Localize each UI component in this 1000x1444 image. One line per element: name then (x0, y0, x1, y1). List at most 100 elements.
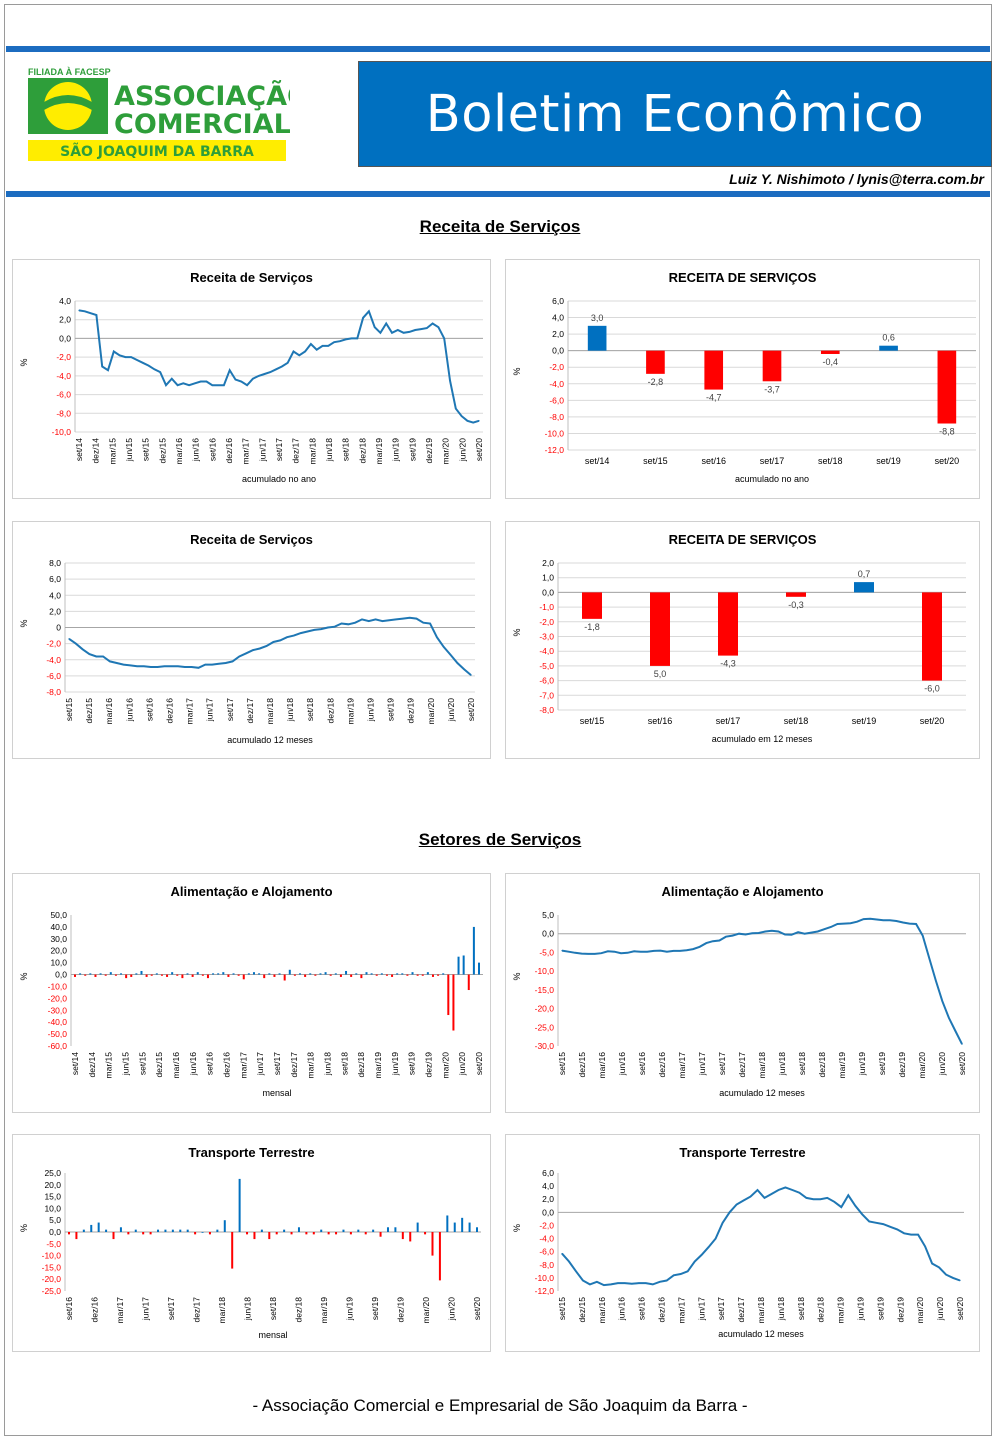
y-tick-label: -60,0 (48, 1041, 68, 1051)
data-point (961, 1043, 963, 1045)
y-tick-label: 4,0 (552, 313, 564, 323)
chart-svg: Receita de Serviços 8,0 6,0 4,0 2,0 0 -2,0 -4,0… (19, 532, 476, 745)
bar (114, 974, 117, 976)
y-tick-label: -30,0 (48, 1005, 68, 1015)
data-label: -2,8 (648, 377, 664, 387)
bar (145, 974, 148, 977)
x-tick-label: set/19 (852, 716, 877, 726)
data-point (771, 930, 773, 932)
x-tick-label: set/18 (818, 456, 843, 466)
data-label: -3,7 (764, 384, 780, 394)
data-point (320, 628, 322, 630)
x-tick-label: dez/17 (245, 698, 255, 724)
data-point (626, 952, 629, 954)
data-point (184, 666, 186, 668)
y-tick-label: 15,0 (44, 1192, 61, 1202)
bar (125, 974, 128, 979)
data-point (600, 952, 602, 954)
data-point (89, 312, 92, 314)
x-tick-label: set/20 (955, 1297, 965, 1320)
x-tick-label: mar/18 (306, 1052, 316, 1079)
y-tick-label: -4,0 (549, 379, 564, 389)
data-point (830, 926, 832, 928)
bar (582, 592, 602, 619)
x-tick-label: jun/15 (124, 438, 134, 462)
x-tick-label: jun/16 (124, 698, 134, 722)
data-point (847, 1194, 849, 1196)
bar (718, 592, 738, 656)
data-point (705, 942, 707, 944)
y-tick-label: -20,0 (48, 993, 68, 1003)
x-tick-label: mar/19 (373, 1052, 383, 1079)
x-tick-label: jun/17 (697, 1052, 707, 1076)
data-point (849, 922, 852, 924)
bar (119, 1227, 122, 1232)
bar (394, 1227, 397, 1232)
x-tick-label: dez/17 (291, 438, 301, 464)
data-point (728, 1211, 731, 1213)
data-point (804, 933, 806, 935)
data-point (764, 930, 766, 933)
x-tick-label: mar/17 (241, 438, 251, 465)
x-tick-label: set/19 (877, 1052, 887, 1075)
x-tick-label: set/19 (407, 438, 417, 461)
data-point (791, 1189, 794, 1191)
y-tick-label: -10,0 (535, 966, 555, 976)
y-tick-label: 2,0 (59, 315, 71, 325)
x-tick-label: set/18 (339, 1052, 349, 1075)
data-point (659, 1281, 661, 1283)
x-tick-label: jun/19 (857, 1052, 867, 1076)
logo-line2: COMERCIAL (114, 109, 290, 140)
bar (424, 1232, 427, 1235)
bar (457, 956, 460, 975)
data-label: -4,7 (706, 393, 722, 403)
y-tick-label: -8,0 (46, 687, 61, 697)
x-tick-label: mar/16 (171, 1052, 181, 1079)
bar (820, 350, 840, 354)
y-tick-label: -2,0 (46, 639, 61, 649)
y-tick-label: -40,0 (48, 1017, 68, 1027)
x-tick-label: jun/19 (345, 1297, 355, 1321)
x-tick-label: set/20 (472, 1297, 482, 1320)
chart-alimentacao-12m: Alimentação e Alojamento 5,0 0,0 -5,0 -10,0 -… (505, 873, 980, 1113)
data-point (310, 343, 312, 345)
x-axis-label: acumulado 12 meses (227, 735, 313, 745)
bar (253, 1232, 256, 1240)
data-point (561, 949, 563, 952)
x-tick-label: jun/20 (457, 1052, 467, 1076)
data-point (429, 622, 431, 625)
bar (446, 1215, 449, 1232)
x-tick-label: jun/18 (776, 1297, 786, 1321)
data-label: 3,0 (591, 313, 604, 323)
x-tick-label: set/20 (957, 1052, 967, 1075)
data-point (854, 1205, 856, 1207)
data-point (712, 940, 714, 942)
data-point (784, 1186, 787, 1189)
y-axis-label: % (512, 628, 522, 636)
data-point (316, 349, 318, 351)
data-point (738, 933, 740, 935)
data-point (952, 1277, 954, 1279)
bar (263, 974, 266, 979)
y-tick-label: -2,0 (539, 1220, 554, 1230)
x-tick-label: jun/16 (188, 1052, 198, 1076)
y-tick-label: -4,0 (539, 1234, 554, 1244)
x-tick-label: jun/16 (617, 1052, 627, 1076)
data-point (745, 933, 747, 936)
x-tick-label: mar/20 (421, 1297, 431, 1324)
data-point (478, 420, 480, 422)
data-point (948, 1017, 950, 1019)
x-tick-label: mar/17 (238, 1052, 248, 1079)
data-point (347, 623, 349, 625)
chart-receita-12m-line: Receita de Serviços 8,0 6,0 4,0 2,0 0 -2,0 -4,0… (12, 521, 491, 759)
data-point (252, 649, 254, 651)
bar (260, 1229, 263, 1232)
y-axis-label: % (512, 972, 522, 980)
data-point (797, 931, 799, 933)
data-point (836, 923, 839, 925)
data-point (582, 1279, 584, 1282)
data-point (790, 934, 793, 936)
data-point (613, 951, 616, 953)
bar (186, 973, 189, 975)
data-point (211, 663, 213, 666)
